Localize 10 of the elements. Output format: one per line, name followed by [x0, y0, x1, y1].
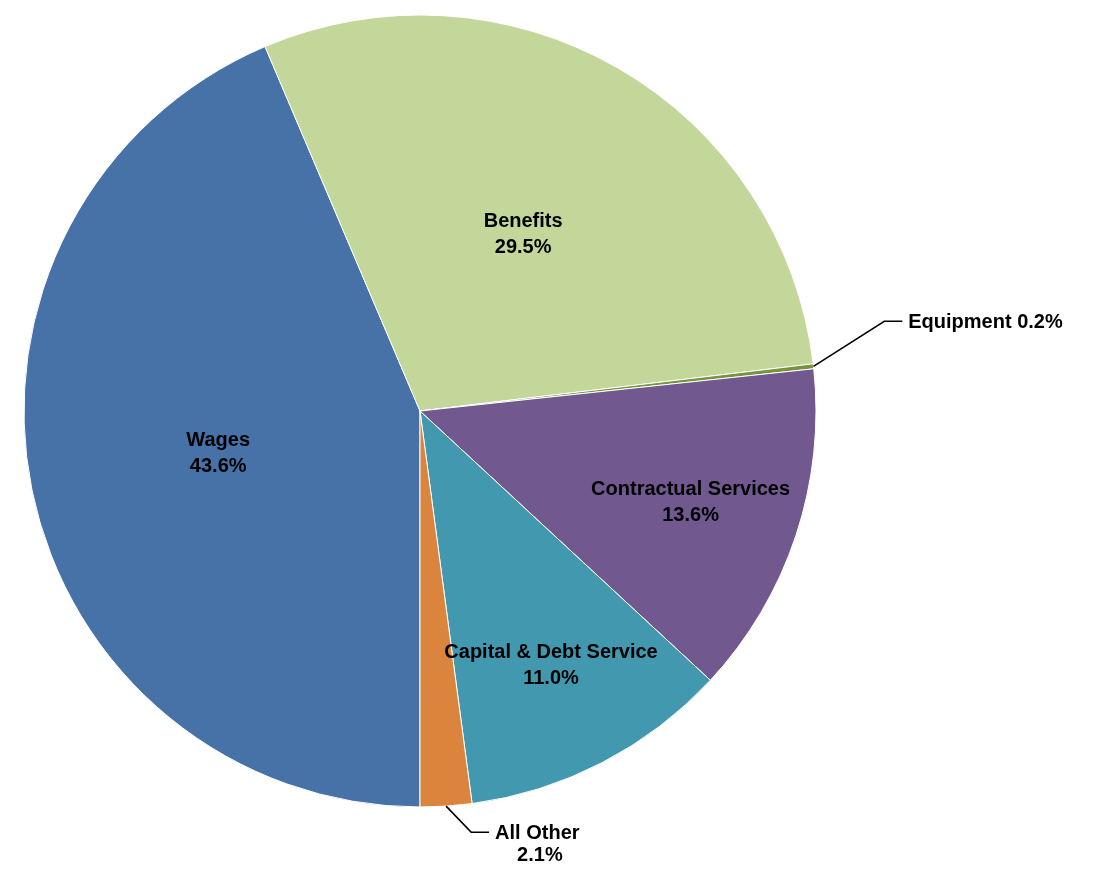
data-label: 13.6% [662, 502, 720, 525]
slice-label: Equipment 0.2% [908, 310, 1063, 333]
data-label: 2.1% [517, 843, 563, 866]
data-label: 11.0% [523, 666, 580, 689]
data-label: 43.6% [189, 454, 247, 477]
slice-label: Contractual Services [591, 476, 791, 499]
slice-label: All Other [495, 821, 580, 844]
data-label: 29.5% [494, 234, 552, 257]
slice-label: Benefits [483, 208, 563, 231]
slice-label: Wages [186, 428, 251, 451]
